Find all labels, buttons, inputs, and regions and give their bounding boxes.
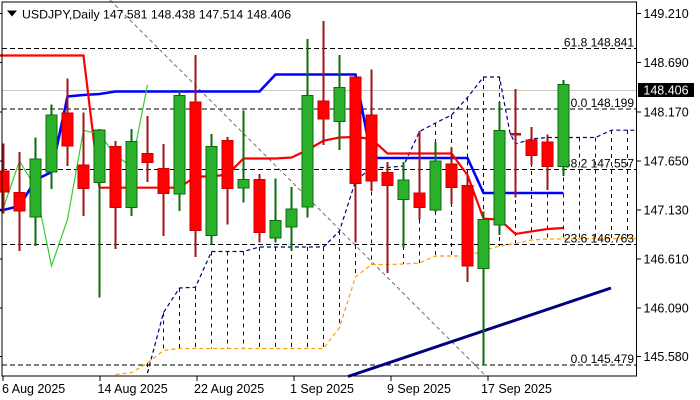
svg-text:17 Sep 2025: 17 Sep 2025 bbox=[481, 382, 552, 396]
svg-text:23.6 146.763: 23.6 146.763 bbox=[564, 232, 634, 246]
svg-text:22 Aug 2025: 22 Aug 2025 bbox=[194, 382, 264, 396]
svg-text:145.580: 145.580 bbox=[644, 350, 689, 364]
svg-text:9 Sep 2025: 9 Sep 2025 bbox=[387, 382, 451, 396]
svg-text:USDJPY,Daily: USDJPY,Daily bbox=[22, 8, 101, 22]
svg-text:146.090: 146.090 bbox=[644, 302, 689, 316]
svg-text:147.581 148.438 147.514 148.40: 147.581 148.438 147.514 148.406 bbox=[103, 8, 291, 22]
svg-text:0.0 145.479: 0.0 145.479 bbox=[571, 352, 635, 366]
svg-text:14 Aug 2025: 14 Aug 2025 bbox=[98, 382, 168, 396]
svg-text:0.0 148.199: 0.0 148.199 bbox=[571, 96, 635, 110]
svg-text:149.210: 149.210 bbox=[644, 7, 689, 21]
svg-text:148.170: 148.170 bbox=[644, 105, 689, 119]
svg-text:147.650: 147.650 bbox=[644, 154, 689, 168]
svg-text:146.610: 146.610 bbox=[644, 253, 689, 267]
svg-text:148.406: 148.406 bbox=[643, 84, 688, 98]
svg-text:1 Sep 2025: 1 Sep 2025 bbox=[290, 382, 354, 396]
svg-text:147.130: 147.130 bbox=[644, 204, 689, 218]
svg-text:148.690: 148.690 bbox=[644, 56, 689, 70]
svg-text:38.2 147.557: 38.2 147.557 bbox=[564, 157, 634, 171]
svg-text:6 Aug 2025: 6 Aug 2025 bbox=[2, 382, 65, 396]
svg-text:61.8 148.841: 61.8 148.841 bbox=[564, 36, 634, 50]
